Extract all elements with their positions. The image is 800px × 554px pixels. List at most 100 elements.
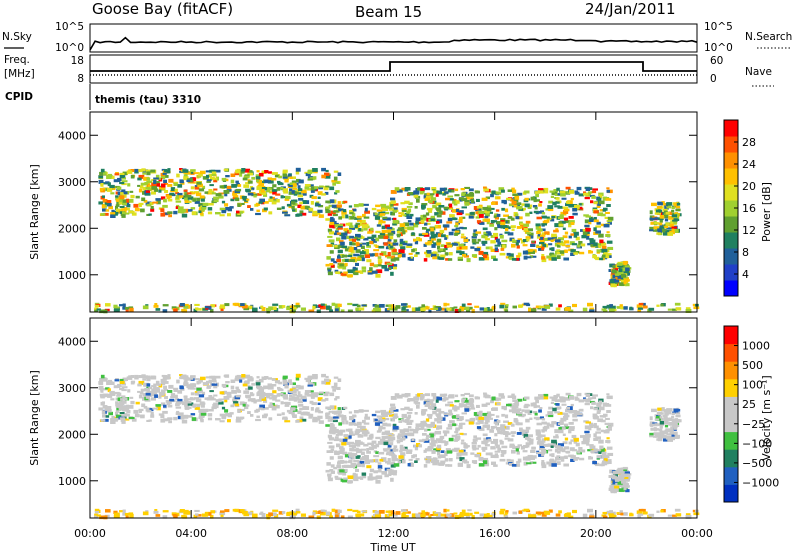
- velocity-cell: [590, 450, 597, 453]
- power-cell: [219, 185, 225, 189]
- power-cell: [356, 242, 360, 247]
- power-cell: [393, 217, 397, 222]
- velocity-cell: [128, 512, 134, 516]
- velocity-cell: [213, 402, 220, 406]
- power-cell: [649, 210, 653, 215]
- power-cell: [329, 218, 335, 223]
- power-cell: [657, 228, 662, 232]
- power-cell: [525, 250, 532, 254]
- power-cell: [564, 249, 568, 253]
- velocity-cell: [478, 456, 484, 461]
- power-cell: [271, 172, 276, 175]
- velocity-cell: [593, 433, 597, 438]
- velocity-cell: [611, 475, 617, 480]
- power-cell: [476, 205, 482, 209]
- power-cell: [361, 224, 368, 229]
- velocity-cell: [321, 380, 326, 385]
- velocity-cell: [669, 429, 674, 434]
- velocity-cell: [246, 395, 251, 399]
- velocity-cell: [284, 420, 291, 423]
- power-cell: [551, 257, 557, 261]
- velocity-cell: [437, 451, 441, 456]
- power-cell: [515, 213, 519, 216]
- power-cell: [530, 243, 536, 247]
- velocity-cell: [343, 464, 350, 468]
- power-cell: [352, 303, 359, 307]
- power-cell: [252, 307, 258, 312]
- colorbar-swatch: [724, 396, 738, 415]
- velocity-cell: [183, 380, 188, 383]
- power-cell: [438, 256, 445, 260]
- velocity-cell: [110, 418, 116, 421]
- power-cell: [453, 241, 460, 245]
- velocity-cell: [563, 414, 570, 418]
- power-cell: [472, 232, 477, 237]
- power-cell: [369, 241, 374, 245]
- velocity-cell: [354, 423, 359, 426]
- velocity-cell: [462, 460, 467, 463]
- power-cell: [598, 245, 602, 248]
- power-cell: [402, 230, 406, 235]
- power-cell: [469, 212, 475, 215]
- power-cell: [409, 256, 414, 261]
- velocity-cell: [518, 414, 524, 417]
- power-cell: [386, 226, 393, 230]
- velocity-cell: [364, 460, 370, 465]
- power-cell: [343, 228, 349, 232]
- velocity-cell: [453, 447, 460, 451]
- power-cell: [570, 197, 574, 201]
- velocity-cell: [371, 440, 377, 444]
- power-cell: [585, 227, 591, 232]
- power-cell: [599, 209, 606, 212]
- velocity-cell: [475, 422, 481, 425]
- power-cell: [529, 232, 534, 235]
- power-cell: [568, 224, 572, 228]
- power-cell: [240, 169, 245, 174]
- velocity-cell: [666, 411, 672, 415]
- power-cell: [624, 267, 630, 271]
- velocity-cell: [247, 411, 251, 414]
- velocity-cell: [560, 459, 565, 462]
- velocity-cell: [391, 434, 395, 437]
- power-cell: [548, 303, 553, 307]
- velocity-cell: [608, 513, 614, 516]
- velocity-cell: [167, 417, 173, 420]
- power-cell: [119, 206, 125, 208]
- velocity-cell: [549, 453, 554, 457]
- cpid-row: CPID themis (tau) 3310: [5, 84, 201, 110]
- velocity-cell: [219, 511, 226, 516]
- velocity-cell: [606, 393, 610, 396]
- power-cell: [328, 204, 334, 207]
- velocity-cell: [161, 389, 166, 394]
- velocity-cell: [335, 477, 341, 480]
- velocity-cell: [251, 393, 255, 396]
- velocity-cell: [369, 473, 373, 477]
- power-cell: [527, 233, 531, 236]
- power-cell: [278, 305, 284, 309]
- power-cell: [325, 263, 330, 267]
- velocity-cell: [341, 441, 347, 446]
- power-cell: [218, 195, 224, 199]
- velocity-cell: [472, 448, 477, 451]
- velocity-cell: [526, 443, 530, 448]
- velocity-cell: [268, 417, 273, 421]
- power-cell: [100, 183, 104, 187]
- velocity-cell: [101, 410, 106, 415]
- velocity-cell: [388, 513, 393, 517]
- power-cell: [408, 252, 413, 255]
- power-cell: [141, 197, 146, 202]
- velocity-cell: [604, 422, 609, 425]
- power-cell: [258, 172, 264, 177]
- velocity-cell: [568, 430, 572, 434]
- power-cell: [454, 194, 460, 197]
- velocity-cell: [363, 409, 369, 412]
- power-cell: [182, 169, 189, 173]
- velocity-cell: [434, 431, 438, 434]
- velocity-cell: [317, 397, 323, 401]
- velocity-cell: [415, 423, 421, 428]
- velocity-cell: [117, 384, 121, 388]
- velocity-cell: [387, 447, 391, 451]
- power-cell: [308, 208, 313, 211]
- power-cell: [626, 273, 630, 276]
